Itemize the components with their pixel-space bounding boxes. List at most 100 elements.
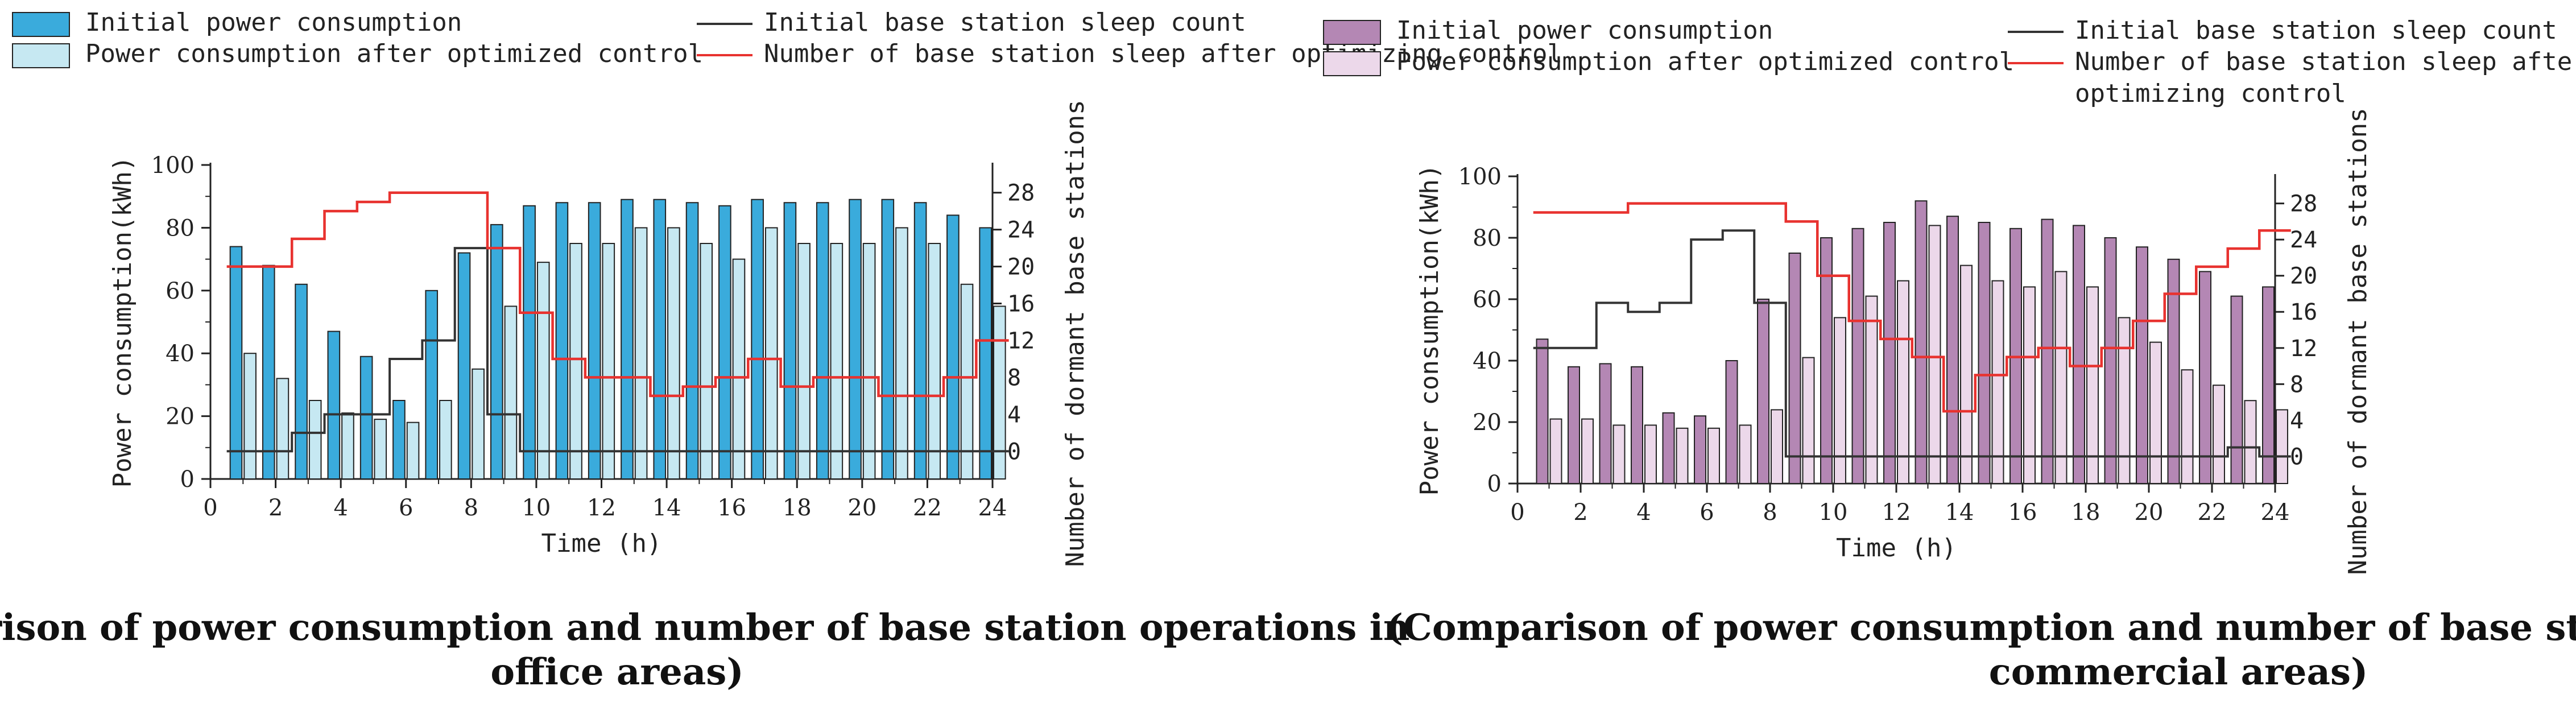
y2-tick-label: 28 [1007,180,1035,206]
bar-initial-power [1568,366,1581,484]
bar-initial-power [1946,216,1959,484]
bar-optimized-power [276,378,290,480]
y2-tick-label: 20 [1007,254,1035,280]
bar-initial-power [229,246,243,480]
bar-initial-power [295,283,308,480]
bar-optimized-power [862,243,876,480]
legend-label: Initial base station sleep count [764,8,1246,37]
bar-initial-power [2262,286,2275,484]
x-tick-label: 12 [1882,499,1911,526]
x-tick-label: 0 [203,495,217,521]
bar-initial-power [946,214,960,480]
y2-tick-label: 8 [1007,365,1021,391]
bar-initial-power [555,202,569,480]
x-axis-label: Time (h) [1836,534,1957,563]
legend-label: Initial base station sleep count [2075,16,2557,45]
bar-initial-power [783,202,797,480]
bar-optimized-power [1834,317,1846,485]
bar-optimized-power [764,227,778,480]
y2-tick-label: 24 [2290,227,2317,253]
bar-optimized-power [797,243,811,480]
legend-swatch-optimized-power [12,43,70,68]
y-tick-label: 100 [1458,164,1502,190]
bar-initial-power [816,202,829,480]
line-optimized-sleep-count [226,191,1009,398]
legend-label: Number of base station sleep after optim… [764,39,1562,68]
bar-optimized-power [1612,424,1626,485]
x-tick-label: 4 [333,495,348,521]
bar-initial-power [425,290,439,480]
bar-optimized-power [1897,280,1909,484]
bar-initial-power [1788,253,1801,484]
bar-optimized-power [1928,225,1941,484]
x-tick-label: 14 [1945,499,1974,526]
bar-optimized-power [406,422,420,480]
y2-tick-label: 4 [1007,402,1021,428]
x-tick-label: 0 [1510,499,1524,526]
legend-label: Power consumption after optimized contro… [85,39,703,68]
y2-tick-label: 16 [1007,291,1035,317]
x-tick-label: 2 [1573,499,1587,526]
x-tick-label: 20 [2135,499,2164,526]
y2-axis-label: Number of dormant base stations [2343,108,2372,575]
bar-initial-power [751,199,764,480]
bar-initial-power [1662,412,1675,484]
caption: (Comparison of power consumption and num… [0,606,1409,693]
caption-line-1: (Comparison of power consumption and num… [0,606,1409,649]
bar-optimized-power [1644,424,1657,485]
x-tick-label: 24 [2261,499,2290,526]
bar-initial-power [2104,237,2117,484]
bar-initial-power [1725,360,1738,484]
bar-optimized-power [2181,369,2194,485]
caption-line-2: commercial areas) [1989,651,2368,693]
x-tick-label: 16 [2008,499,2037,526]
bar-optimized-power [928,243,941,480]
bar-optimized-power [536,262,550,480]
bar-initial-power [881,199,895,480]
bar-optimized-power [1802,357,1815,484]
x-tick-label: 24 [978,495,1007,521]
y-axis-label: Power consumption(kWh) [108,156,137,488]
bar-optimized-power [374,419,387,480]
y-tick-label: 20 [1473,410,1502,436]
x-tick-label: 10 [1819,499,1848,526]
bar-initial-power [1599,363,1612,485]
bar-optimized-power [308,400,322,480]
x-tick-label: 2 [268,495,283,521]
y2-tick-label: 28 [2290,191,2317,217]
bar-initial-power [327,330,341,480]
x-axis-label: Time (h) [541,529,662,558]
y-tick-label: 60 [1473,287,1502,313]
y-tick-label: 60 [166,278,195,304]
y2-tick-label: 8 [2290,371,2304,398]
caption-line-1: (Comparison of power consumption and num… [1386,606,2576,649]
bar-optimized-power [2118,317,2131,485]
bar-initial-power [1820,237,1833,484]
legend-label-continuation: optimizing control [2075,79,2346,108]
legend-swatch-initial-power [12,12,70,37]
y2-tick-label: 12 [1007,328,1035,354]
y2-tick-label: 20 [2290,263,2317,290]
bar-optimized-power [1771,409,1783,485]
bar-initial-power [653,199,667,480]
bar-initial-power [1631,366,1644,484]
bar-initial-power [2041,218,2054,484]
bar-initial-power [262,265,275,480]
y2-axis-label: Number of dormant base stations [1061,100,1090,567]
x-tick-label: 22 [2198,499,2227,526]
x-tick-label: 18 [2071,499,2101,526]
bar-optimized-power [1676,427,1689,484]
bar-optimized-power [2276,409,2288,485]
x-tick-label: 20 [847,495,876,521]
x-tick-label: 16 [717,495,746,521]
bar-optimized-power [243,353,257,480]
caption: (Comparison of power consumption and num… [1386,606,2576,693]
bar-optimized-power [504,305,518,480]
y2-tick-label: 4 [2290,408,2304,434]
bar-optimized-power [2023,286,2036,484]
x-tick-label: 4 [1636,499,1651,526]
bar-initial-power [2199,271,2212,484]
bar-optimized-power [1960,265,1973,484]
